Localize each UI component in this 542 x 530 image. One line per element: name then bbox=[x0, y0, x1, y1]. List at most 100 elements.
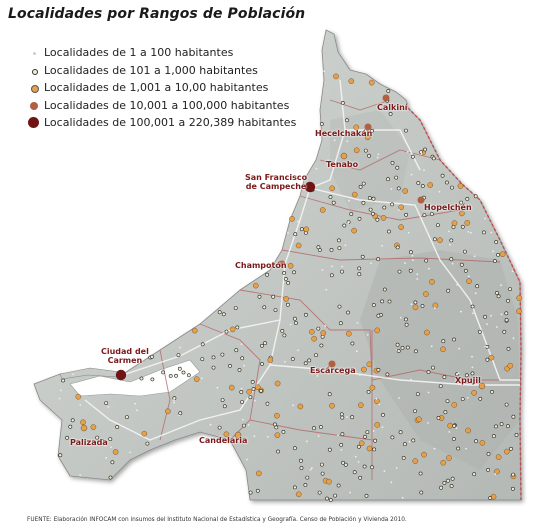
locality-dot bbox=[274, 432, 281, 439]
locality-dot bbox=[325, 496, 329, 501]
locality-dot bbox=[440, 173, 445, 178]
locality-dot bbox=[472, 472, 477, 477]
locality-dot bbox=[303, 312, 308, 317]
locality-dot bbox=[337, 246, 342, 251]
locality-dot bbox=[410, 154, 415, 159]
locality-dot bbox=[104, 444, 107, 447]
locality-dot bbox=[292, 316, 297, 321]
locality-dot bbox=[502, 329, 507, 334]
locality-dot bbox=[75, 393, 82, 400]
locality-dot bbox=[494, 473, 497, 475]
locality-dot bbox=[355, 350, 358, 353]
locality-dot bbox=[398, 224, 404, 230]
locality-dot bbox=[449, 243, 451, 246]
locality-dot bbox=[70, 418, 75, 423]
locality-dot bbox=[463, 268, 468, 273]
locality-dot bbox=[359, 374, 361, 376]
locality-dot bbox=[474, 292, 477, 295]
locality-dot bbox=[451, 262, 454, 265]
locality-dot bbox=[507, 362, 514, 369]
locality-dot bbox=[295, 491, 302, 498]
locality-dot bbox=[107, 406, 110, 408]
locality-dot bbox=[511, 486, 515, 491]
locality-dot bbox=[361, 200, 366, 205]
legend-label-4: Localidades de 10,001 a 100,000 habitant… bbox=[44, 98, 290, 112]
locality-dot bbox=[104, 401, 109, 406]
locality-dot bbox=[450, 476, 455, 481]
locality-dot bbox=[340, 449, 343, 451]
locality-dot bbox=[492, 250, 495, 253]
locality-dot bbox=[287, 232, 289, 234]
locality-dot bbox=[343, 462, 348, 467]
locality-dot bbox=[173, 401, 176, 404]
locality-dot bbox=[390, 188, 393, 190]
locality-dot bbox=[451, 220, 458, 226]
locality-dot bbox=[394, 175, 399, 180]
locality-dot bbox=[413, 409, 417, 414]
locality-dot bbox=[422, 213, 427, 218]
locality-dot bbox=[431, 156, 436, 161]
locality-dot bbox=[486, 451, 491, 456]
locality-dot bbox=[341, 265, 344, 268]
locality-dot bbox=[307, 358, 312, 363]
locality-dot bbox=[416, 416, 422, 423]
locality-dot bbox=[320, 330, 327, 336]
locality-dot bbox=[298, 458, 303, 463]
locality-dot bbox=[372, 430, 375, 432]
locality-dot bbox=[470, 231, 472, 234]
locality-dot bbox=[488, 496, 493, 500]
locality-dot bbox=[367, 196, 372, 200]
locality-dot bbox=[410, 303, 413, 306]
locality-dot bbox=[58, 453, 63, 458]
locality-dot bbox=[100, 439, 105, 444]
locality-dot bbox=[398, 204, 405, 210]
label-candelaria: Candelaria bbox=[199, 436, 248, 445]
locality-dot bbox=[356, 322, 359, 324]
locality-dot bbox=[224, 329, 229, 334]
locality-dot bbox=[459, 200, 464, 205]
locality-dot bbox=[252, 282, 259, 289]
locality-dot bbox=[222, 404, 227, 409]
locality-dot bbox=[484, 345, 487, 348]
locality-dot bbox=[297, 220, 299, 223]
locality-dot bbox=[357, 461, 360, 463]
locality-dot bbox=[105, 457, 107, 459]
locality-dot bbox=[351, 227, 357, 234]
locality-dot bbox=[129, 451, 131, 454]
locality-dot bbox=[464, 219, 471, 226]
locality-dot bbox=[333, 73, 339, 80]
locality-dot bbox=[260, 343, 264, 348]
locality-dot bbox=[273, 308, 278, 313]
locality-dot bbox=[345, 330, 352, 337]
locality-dot bbox=[349, 212, 354, 216]
locality-dot bbox=[418, 471, 423, 476]
locality-dot bbox=[361, 366, 367, 373]
locality-dot bbox=[177, 366, 182, 371]
locality-dot bbox=[424, 205, 429, 210]
locality-dot bbox=[432, 237, 437, 242]
locality-dot bbox=[447, 230, 450, 233]
terrain-shading-2 bbox=[330, 110, 410, 210]
locality-dot bbox=[316, 326, 321, 331]
locality-dot bbox=[511, 414, 516, 419]
locality-dot bbox=[179, 346, 181, 349]
locality-dot bbox=[234, 348, 239, 353]
locality-dot bbox=[511, 270, 514, 272]
locality-dot bbox=[191, 327, 198, 334]
locality-dot bbox=[312, 426, 316, 431]
locality-dot bbox=[516, 295, 523, 301]
locality-dot bbox=[416, 273, 419, 276]
locality-dot bbox=[357, 402, 364, 409]
locality-dot bbox=[499, 422, 504, 426]
locality-dot bbox=[366, 389, 371, 394]
locality-dot bbox=[333, 139, 336, 142]
locality-dot bbox=[410, 173, 413, 176]
locality-dot bbox=[309, 468, 312, 471]
locality-dot bbox=[303, 482, 308, 487]
locality-dot bbox=[403, 317, 408, 322]
locality-dot bbox=[240, 387, 243, 390]
locality-dot bbox=[404, 212, 409, 217]
locality-dot bbox=[242, 418, 245, 421]
locality-dot bbox=[471, 366, 474, 369]
locality-dot bbox=[80, 419, 86, 426]
